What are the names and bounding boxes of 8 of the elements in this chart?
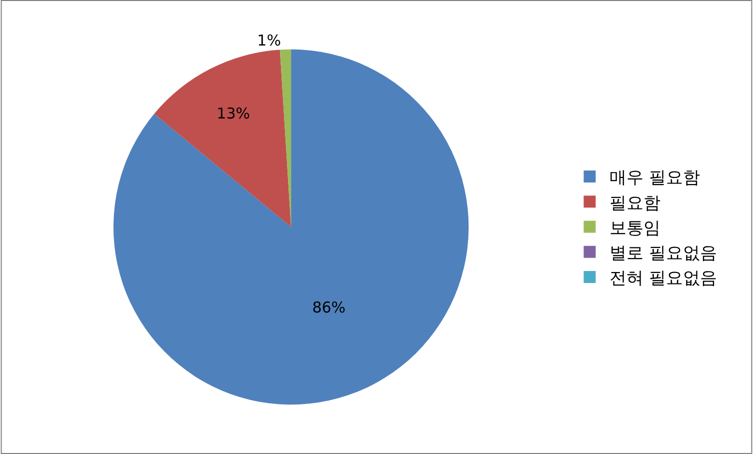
legend-label: 별로 필요없음 (610, 243, 718, 264)
legend-label: 매우 필요함 (610, 168, 700, 188)
legend-label: 필요함 (610, 193, 661, 214)
data-label: 13% (216, 104, 250, 123)
data-label: 1% (257, 31, 281, 50)
legend-label: 전혀 필요없음 (610, 268, 718, 289)
legend-label: 보통임 (610, 218, 661, 238)
data-label: 86% (312, 298, 346, 316)
